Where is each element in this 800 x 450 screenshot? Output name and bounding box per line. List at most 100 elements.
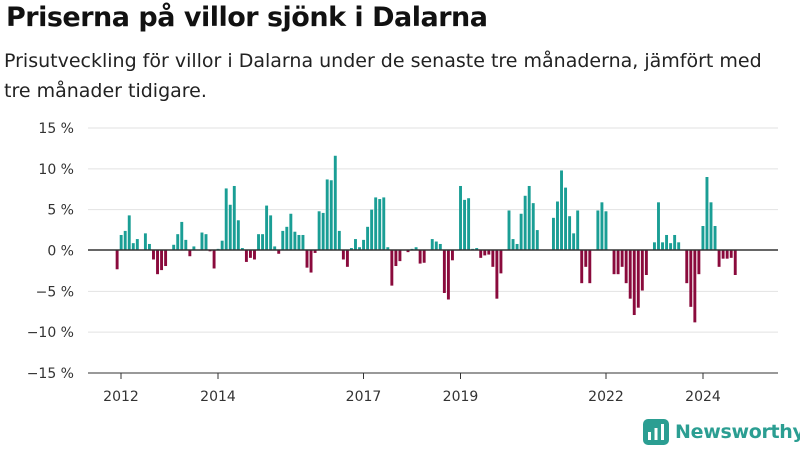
y-tick-label: 0 % — [47, 244, 74, 260]
bar — [673, 234, 677, 251]
bar — [632, 250, 636, 316]
bar — [386, 247, 390, 251]
bar — [253, 250, 256, 260]
bar — [713, 226, 717, 251]
bar — [317, 211, 321, 251]
x-tick-label: 2024 — [685, 389, 721, 405]
bar — [523, 195, 527, 251]
bar — [665, 234, 669, 251]
bar — [515, 243, 519, 251]
bar — [236, 220, 240, 251]
bars — [115, 155, 737, 323]
bar — [636, 250, 640, 308]
bar — [220, 240, 224, 251]
bar — [257, 234, 260, 251]
bar — [289, 213, 293, 251]
bar — [499, 250, 503, 274]
x-tick-label: 2022 — [588, 389, 624, 405]
bar — [212, 250, 216, 269]
bar — [652, 242, 656, 251]
bar — [434, 241, 438, 251]
bar — [152, 250, 155, 260]
bar — [600, 202, 604, 251]
bar — [127, 215, 131, 251]
bar — [556, 201, 559, 251]
bar — [305, 250, 309, 268]
bar — [701, 226, 705, 251]
bar — [644, 250, 648, 275]
bar — [382, 197, 386, 251]
bar — [281, 230, 285, 251]
bar — [588, 250, 592, 284]
bar — [418, 250, 422, 264]
bar — [729, 250, 733, 258]
bar — [568, 216, 572, 251]
bar — [301, 234, 305, 251]
bar — [669, 243, 673, 251]
bar — [450, 250, 454, 261]
gridlines — [88, 127, 778, 333]
bar — [366, 226, 370, 251]
bar — [733, 250, 737, 275]
bar — [208, 250, 212, 252]
y-tick-label: 10 % — [38, 162, 74, 178]
bar — [244, 250, 248, 262]
bar — [495, 250, 499, 299]
bar — [285, 226, 289, 251]
bar — [483, 250, 487, 256]
bar — [156, 250, 159, 275]
x-tick-label: 2017 — [346, 389, 382, 405]
bar — [192, 246, 196, 251]
bar — [527, 185, 531, 251]
bar — [422, 250, 426, 263]
bar — [531, 203, 535, 251]
bar — [725, 250, 729, 259]
bar — [370, 209, 374, 251]
bar — [172, 244, 176, 251]
bar — [378, 199, 382, 251]
bar — [685, 250, 689, 284]
bar — [188, 250, 192, 257]
bar — [123, 230, 127, 251]
x-tick-label: 2012 — [103, 389, 139, 405]
bar — [580, 250, 584, 284]
bar — [620, 250, 624, 267]
y-tick-label: −5 % — [36, 284, 74, 300]
bar — [612, 250, 616, 275]
bar — [491, 250, 495, 267]
bar — [269, 215, 273, 251]
bar — [358, 247, 361, 251]
bar — [535, 230, 539, 251]
bar — [184, 239, 188, 251]
bar — [677, 242, 681, 251]
bar — [200, 232, 204, 251]
bar — [406, 250, 410, 253]
bar — [147, 243, 151, 251]
bar — [224, 188, 228, 251]
bar — [273, 246, 277, 251]
bar — [507, 210, 511, 251]
bar — [628, 250, 632, 299]
bar — [430, 239, 434, 251]
bar — [414, 247, 418, 251]
bar — [657, 202, 660, 251]
bar — [333, 155, 337, 251]
y-tick-label: −10 % — [27, 325, 74, 341]
bar — [398, 250, 402, 262]
bar — [693, 250, 697, 323]
bar — [717, 250, 721, 267]
y-tick-label: −15 % — [27, 366, 74, 382]
bar — [164, 250, 168, 267]
bar — [374, 197, 378, 251]
bar — [442, 250, 446, 293]
bar — [721, 250, 725, 259]
bar — [459, 185, 462, 251]
bar — [325, 179, 329, 251]
bar — [313, 250, 317, 253]
newsworthy-logo-icon — [643, 419, 669, 445]
bar — [564, 187, 568, 251]
bar — [297, 234, 301, 251]
bar — [354, 239, 357, 251]
bar — [119, 234, 123, 251]
